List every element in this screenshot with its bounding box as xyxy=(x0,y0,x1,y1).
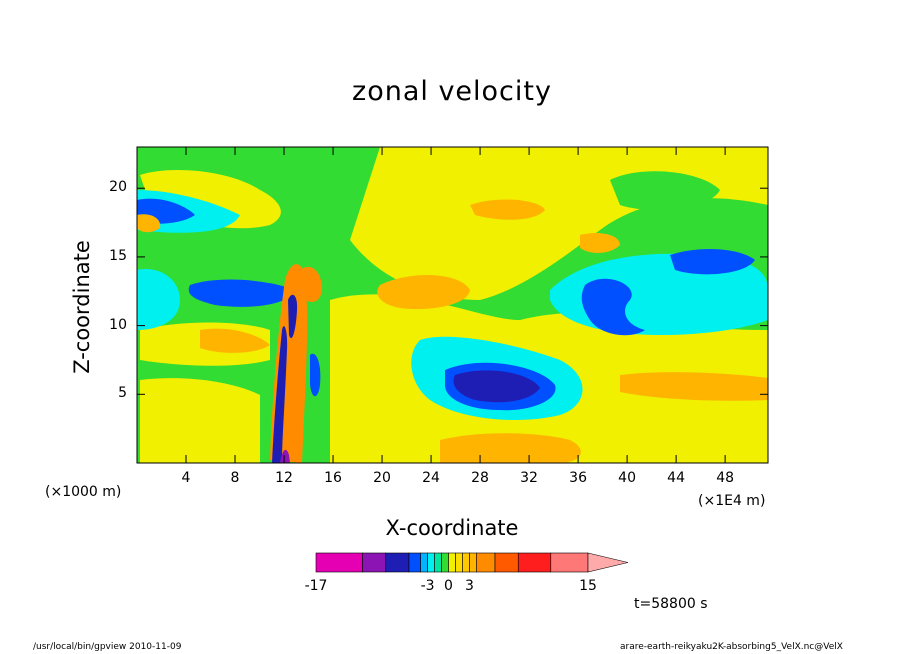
x-axis-unit: (×1E4 m) xyxy=(698,493,766,509)
colorbar-arrow xyxy=(587,552,629,573)
field-blue-right xyxy=(581,278,645,336)
colorbar-bin xyxy=(550,552,589,573)
field-blue-far-right xyxy=(670,248,755,275)
x-tick-label: 44 xyxy=(667,470,686,486)
colorbar-bin xyxy=(469,552,477,573)
field-orange-right xyxy=(620,372,768,401)
field-streak-2 xyxy=(288,294,298,339)
heatmap-field xyxy=(137,147,768,463)
chart-title: zonal velocity xyxy=(352,76,552,107)
colorbar-bin xyxy=(427,552,435,573)
y-tick-label: 10 xyxy=(109,316,127,333)
x-tick-label: 36 xyxy=(569,470,587,486)
x-tick-label: 4 xyxy=(181,470,191,486)
x-tick-label: 20 xyxy=(373,470,391,486)
field-green-ur xyxy=(610,171,720,210)
field-blue-mid-left xyxy=(188,279,295,307)
field-orange-top2 xyxy=(580,233,620,253)
field-orange-mid xyxy=(377,274,470,310)
x-tick-label: 12 xyxy=(275,470,293,486)
colorbar-bin xyxy=(420,552,428,573)
x-tick-label: 40 xyxy=(618,470,637,486)
field-streak-3 xyxy=(280,449,290,463)
colorbar-bin xyxy=(476,552,496,573)
colorbar-label: -3 xyxy=(420,578,435,594)
colorbar-bin xyxy=(517,552,552,573)
field-streak-4 xyxy=(310,353,321,397)
x-tick-label: 32 xyxy=(520,470,538,486)
plot-frame xyxy=(136,146,769,464)
y-tick-label: 5 xyxy=(118,385,127,402)
x-axis-label: X-coordinate xyxy=(385,516,519,540)
colorbar-bin xyxy=(448,552,456,573)
colorbar-bin xyxy=(408,552,421,573)
colorbar-bin xyxy=(385,552,410,573)
x-tick-label: 28 xyxy=(471,470,489,486)
colorbar-bin xyxy=(455,552,463,573)
colorbar-bin xyxy=(494,552,519,573)
y-tick-label: 20 xyxy=(109,179,127,196)
field-orange-ul xyxy=(137,214,161,233)
footer-left: /usr/local/bin/gpview 2010-11-09 xyxy=(33,642,182,652)
field-orange-top xyxy=(470,199,545,220)
axis-ticks xyxy=(137,147,768,463)
x-tick-label: 24 xyxy=(422,470,440,486)
colorbar xyxy=(315,552,629,573)
x-tick-label: 16 xyxy=(324,470,342,486)
colorbar-bin xyxy=(362,552,387,573)
colorbar-bin xyxy=(462,552,470,573)
footer-right: arare-earth-reikyaku2K-absorbing5_VelX.n… xyxy=(620,642,843,652)
colorbar-label: 0 xyxy=(444,578,453,594)
field-orange-left xyxy=(200,328,270,353)
colorbar-bin xyxy=(315,552,363,573)
x-tick-label: 48 xyxy=(716,470,735,486)
x-tick-label: 8 xyxy=(230,470,240,486)
field-plume-cap xyxy=(300,266,322,302)
field-yellow-bottom-left xyxy=(140,378,260,463)
field-navy-center xyxy=(453,370,540,403)
colorbar-label: -17 xyxy=(304,578,328,594)
colorbar-label: 3 xyxy=(464,578,474,594)
field-streak-1 xyxy=(272,326,288,463)
y-tick-label: 15 xyxy=(109,247,127,264)
field-orange-bottom xyxy=(440,433,581,463)
colorbar-bin xyxy=(434,552,442,573)
y-axis-label: Z-coordinate xyxy=(70,240,94,374)
time-label: t=58800 s xyxy=(634,596,708,612)
colorbar-bin xyxy=(441,552,449,573)
colorbar-label: 15 xyxy=(579,578,597,594)
y-axis-unit: (×1000 m) xyxy=(45,484,122,500)
field-cyan-left xyxy=(137,269,180,330)
